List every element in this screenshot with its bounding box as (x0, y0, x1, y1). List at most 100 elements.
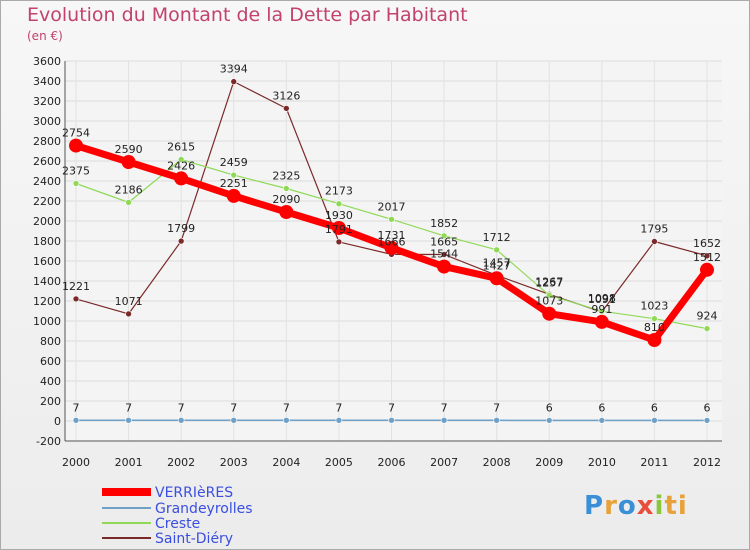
data-label: 1267 (535, 275, 563, 288)
data-point (437, 259, 452, 274)
data-point (489, 271, 504, 286)
data-label: 1799 (167, 222, 195, 235)
x-tick-label: 2006 (378, 456, 406, 469)
data-label: 1666 (378, 235, 406, 248)
logo-letter: o (617, 491, 637, 521)
data-point (651, 238, 658, 245)
x-tick-label: 2011 (640, 456, 668, 469)
data-point (335, 238, 343, 246)
y-tick-label: 1200 (33, 295, 61, 308)
legend-label: Saint-Diéry (155, 531, 233, 547)
y-tick-label: 3600 (33, 55, 61, 68)
data-point (335, 416, 343, 424)
data-label: 1023 (640, 300, 668, 313)
data-point (125, 199, 132, 206)
data-point (177, 237, 185, 245)
data-point (651, 315, 658, 323)
data-label: 7 (125, 401, 132, 414)
logo-letter: r (604, 491, 618, 521)
logo-letter: ti (664, 491, 688, 521)
y-tick-label: 3400 (33, 75, 61, 88)
x-tick-label: 2009 (535, 456, 563, 469)
data-label: 1098 (588, 292, 616, 305)
data-label: 3126 (272, 89, 300, 102)
data-label: 1665 (430, 236, 458, 249)
data-label: 7 (493, 401, 500, 414)
data-label: 2251 (220, 177, 248, 190)
data-label: 991 (591, 303, 612, 316)
data-point (545, 291, 553, 299)
legend-label: Creste (155, 516, 200, 532)
data-point (384, 240, 399, 255)
x-tick-label: 2012 (693, 456, 721, 469)
data-point (69, 138, 83, 153)
data-point (598, 307, 606, 315)
data-point (283, 416, 290, 424)
data-point (230, 416, 238, 424)
logo-letter: P (584, 491, 605, 521)
data-point (703, 325, 711, 332)
data-point (125, 310, 132, 318)
x-tick-label: 2007 (430, 456, 458, 469)
x-tick-label: 2010 (588, 456, 616, 469)
data-point (545, 417, 553, 424)
y-tick-label: 3200 (33, 95, 61, 108)
y-tick-label: 2200 (33, 195, 61, 208)
data-label: 1544 (430, 248, 458, 261)
data-label: 1091 (588, 293, 616, 306)
data-point (121, 155, 136, 169)
data-point (72, 180, 80, 187)
y-tick-label: 1600 (33, 255, 61, 268)
chart-title: Evolution du Montant de la Dette par Hab… (27, 4, 468, 26)
data-label: 1457 (483, 256, 511, 269)
data-label: 810 (644, 321, 665, 334)
data-label: 2615 (167, 141, 195, 154)
data-point (335, 200, 343, 207)
data-label: 1073 (535, 295, 563, 308)
y-tick-label: 1800 (33, 235, 61, 248)
data-label: 2186 (115, 183, 143, 196)
data-point (331, 221, 346, 235)
x-tick-label: 2004 (272, 456, 300, 469)
x-tick-label: 2008 (483, 456, 511, 469)
y-tick-label: 400 (40, 375, 61, 388)
data-label: 1852 (430, 217, 458, 230)
x-tick-label: 2001 (115, 456, 143, 469)
data-label: 2090 (272, 193, 300, 206)
data-point (283, 185, 290, 192)
data-point (440, 251, 448, 258)
data-point (651, 417, 658, 424)
data-label: 2590 (115, 143, 143, 156)
chart-subtitle: (en €) (27, 29, 63, 43)
data-label: 2754 (62, 127, 90, 140)
y-tick-label: 3000 (33, 115, 61, 128)
data-point (440, 416, 448, 424)
y-tick-label: 2600 (33, 155, 61, 168)
data-label: 1257 (535, 276, 563, 289)
data-label: 1795 (640, 223, 668, 236)
data-point (542, 306, 557, 321)
data-label: 7 (441, 401, 448, 414)
data-label: 1071 (115, 295, 143, 308)
proxiti-logo: Proxiti (584, 491, 688, 521)
data-label: 7 (73, 401, 80, 414)
data-label: 7 (230, 401, 237, 414)
data-point (230, 78, 238, 85)
data-label: 6 (598, 401, 605, 414)
data-label: 7 (388, 401, 395, 414)
data-label: 6 (704, 401, 711, 414)
data-label: 6 (651, 401, 658, 414)
data-label: 2375 (62, 165, 90, 178)
data-point (72, 295, 80, 303)
data-label: 924 (697, 310, 718, 323)
data-label: 1427 (483, 259, 511, 272)
x-tick-label: 2002 (167, 456, 195, 469)
data-label: 3394 (220, 63, 248, 76)
data-point (700, 262, 714, 277)
logo-letter: i (654, 491, 665, 521)
data-label: 7 (283, 401, 290, 414)
y-tick-label: 0 (54, 415, 61, 428)
data-point (388, 416, 395, 424)
